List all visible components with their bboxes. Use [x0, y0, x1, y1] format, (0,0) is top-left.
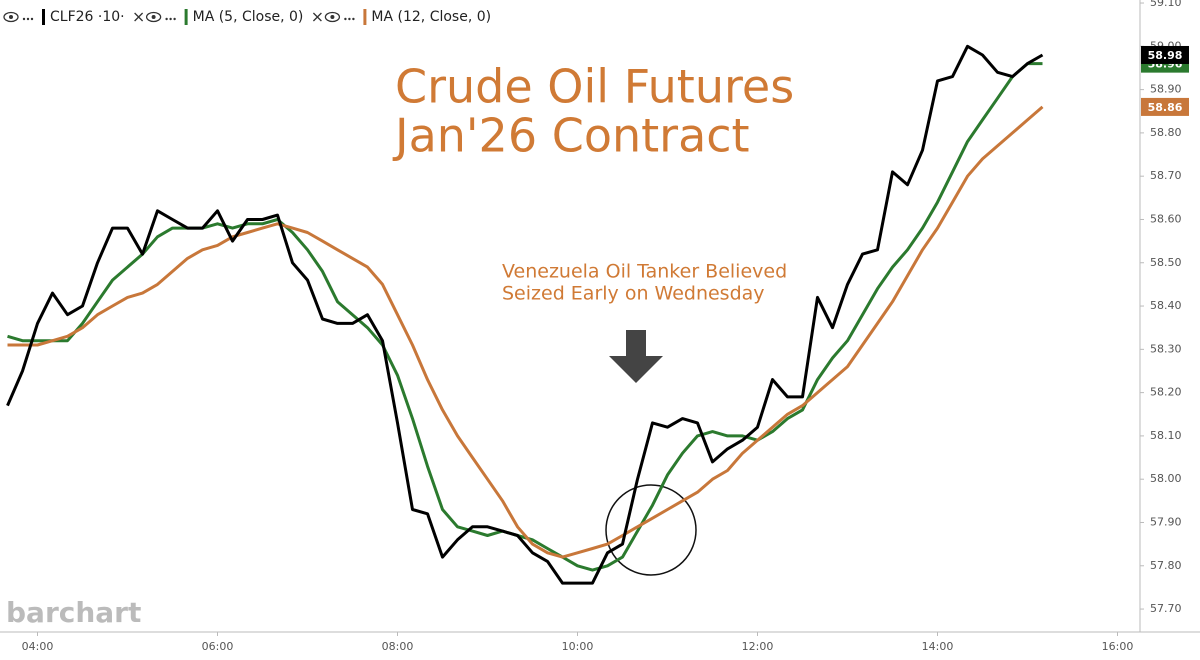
y-tick-label: 58.90: [1150, 83, 1182, 96]
legend-menu-icon: [26, 17, 30, 21]
y-tick-label: 57.90: [1150, 515, 1182, 528]
price-tag-label: 58.86: [1148, 101, 1183, 114]
legend-swatch: [363, 9, 367, 25]
legend-label: MA (12, Close, 0): [371, 9, 491, 25]
y-tick-label: 58.60: [1150, 212, 1182, 225]
price-tag-label: 58.98: [1148, 49, 1183, 62]
legend-swatch: [42, 9, 45, 25]
legend-menu-icon: [348, 17, 351, 21]
y-tick-label: 58.80: [1150, 126, 1182, 139]
y-tick-label: 58.30: [1150, 342, 1182, 355]
legend-eye-icon: [145, 11, 162, 23]
legend-menu-icon: [352, 17, 355, 21]
annotation: Venezuela Oil Tanker Believed: [502, 261, 787, 283]
legend-eye-icon: [330, 15, 335, 19]
legend-label: CLF26 ·10·: [50, 9, 125, 25]
x-tick-label: 10:00: [562, 640, 594, 653]
y-tick-label: 58.10: [1150, 429, 1182, 442]
x-tick-label: 12:00: [742, 640, 774, 653]
watermark: barchart: [6, 596, 141, 629]
x-tick-label: 06:00: [202, 640, 234, 653]
legend-menu-icon: [169, 17, 172, 21]
y-tick-label: 58.20: [1150, 386, 1182, 399]
legend-label: MA (5, Close, 0): [193, 9, 304, 25]
legend-close-icon: [312, 12, 322, 22]
legend-eye-icon: [9, 15, 13, 19]
y-tick-label: 58.40: [1150, 299, 1182, 312]
chart-title: Crude Oil Futures: [395, 60, 794, 114]
legend-menu-icon: [165, 17, 168, 21]
y-tick-label: 57.80: [1150, 559, 1182, 572]
legend-menu-icon: [173, 17, 176, 21]
legend-eye-icon: [3, 11, 19, 23]
series-line: [6, 44, 1044, 585]
series-line: [7, 105, 1044, 559]
chart-title: Jan'26 Contract: [392, 109, 750, 163]
y-tick-label: 58.00: [1150, 472, 1182, 485]
y-tick-label: 59.10: [1150, 0, 1182, 9]
x-tick-label: 04:00: [22, 640, 54, 653]
arrow: [609, 330, 663, 383]
x-tick-label: 08:00: [382, 640, 414, 653]
x-tick-label: 16:00: [1102, 640, 1134, 653]
annotation: Seized Early on Wednesday: [502, 283, 765, 305]
y-tick-label: 58.70: [1150, 169, 1182, 182]
price-tag: [1141, 45, 1189, 64]
legend-close-icon: [134, 12, 144, 22]
price-tag: [1141, 97, 1189, 116]
x-tick-label: 14:00: [922, 640, 954, 653]
legend-eye-icon: [324, 11, 341, 23]
legend-eye-icon: [151, 15, 156, 19]
y-tick-label: 57.70: [1150, 602, 1182, 615]
legend-menu-icon: [22, 17, 26, 21]
y-tick-label: 58.50: [1150, 256, 1182, 269]
highlight-circle: [605, 484, 697, 576]
legend-swatch: [184, 9, 188, 25]
legend-menu-icon: [30, 17, 34, 21]
legend-menu-icon: [344, 17, 347, 21]
